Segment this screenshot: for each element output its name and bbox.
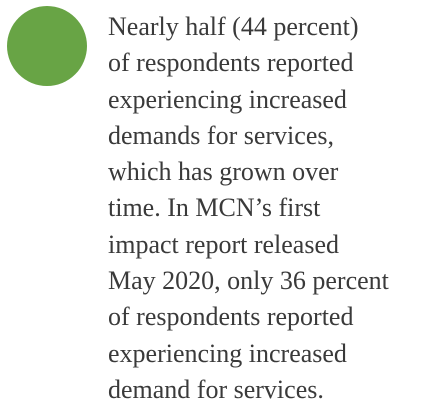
text-line: impact report released bbox=[108, 229, 339, 259]
paragraph: Nearly half (44 percent) of respondents r… bbox=[108, 9, 445, 408]
text-line: experiencing increased bbox=[108, 84, 347, 114]
green-circle bbox=[7, 6, 87, 86]
text-line: of respondents reported bbox=[108, 48, 354, 78]
text-line: May 2020, only 36 percent bbox=[108, 266, 389, 296]
text-line: demands for services, bbox=[108, 120, 334, 150]
bullet-icon bbox=[7, 6, 87, 86]
text-line: experiencing increased bbox=[108, 338, 347, 368]
text-line: which has grown over bbox=[108, 157, 339, 187]
text-line: demand for services. bbox=[108, 374, 324, 404]
text-line: time. In MCN’s first bbox=[108, 193, 321, 223]
text-line: of respondents reported bbox=[108, 302, 354, 332]
text-line: Nearly half (44 percent) bbox=[108, 12, 359, 41]
